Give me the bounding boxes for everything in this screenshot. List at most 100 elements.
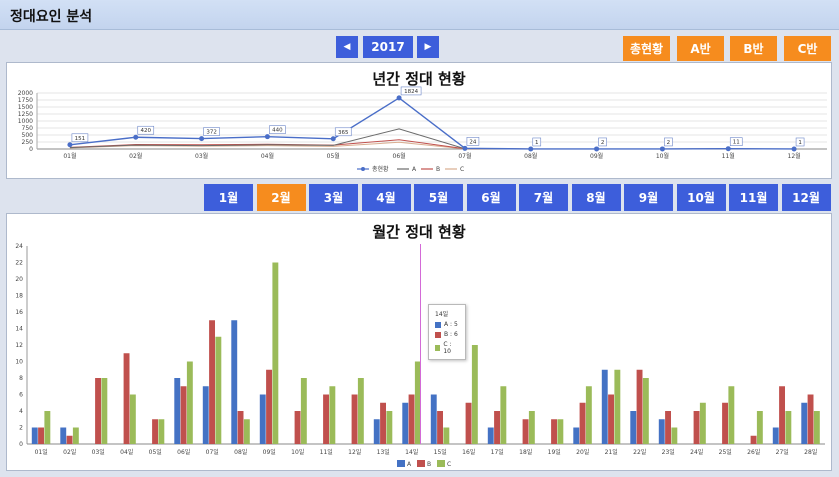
monthly-x-tick: 22일	[633, 448, 646, 456]
annual-chart-panel: 년간 정대 현황 0 250 500 750 1000 1250 1500 1750 2000 0…	[6, 62, 832, 179]
filter-button-all[interactable]: 총현황	[623, 36, 670, 61]
monthly-y-tick: 20	[15, 276, 23, 283]
monthly-bar-B	[95, 378, 101, 444]
monthly-x-tick: 25일	[719, 448, 732, 456]
next-year-button[interactable]: ▶	[417, 36, 439, 58]
annual-data-label-box	[269, 125, 286, 134]
bar-tooltip: 14일 A : 5 B : 6 C : 10	[428, 304, 466, 360]
month-tab-12[interactable]: 12월	[781, 184, 831, 211]
annual-data-label: 365	[338, 130, 349, 136]
month-tab-7[interactable]: 7월	[519, 184, 568, 211]
annual-data-label: 151	[75, 136, 86, 142]
monthly-x-tick: 15일	[434, 448, 447, 456]
month-tab-8[interactable]: 8월	[571, 184, 621, 211]
filter-button-a[interactable]: A반	[677, 36, 724, 61]
monthly-legend-label: B	[427, 461, 431, 468]
annual-data-label-box	[532, 137, 542, 147]
annual-point	[462, 145, 468, 151]
monthly-bar-B	[209, 320, 215, 444]
monthly-y-tick: 18	[15, 293, 23, 300]
monthly-bar-A	[430, 394, 437, 444]
monthly-bar-B	[408, 394, 415, 444]
title-bar: 정대요인 분석	[0, 0, 839, 30]
month-tab-4[interactable]: 4월	[361, 184, 411, 211]
annual-data-label: 24	[469, 139, 476, 145]
annual-data-label-box	[729, 137, 743, 146]
monthly-bar-B	[579, 402, 586, 444]
annual-y-tick: 1000	[18, 118, 33, 125]
filter-button-b[interactable]: B반	[730, 36, 777, 61]
month-tab-6[interactable]: 6월	[466, 184, 516, 211]
month-tab-11[interactable]: 11월	[729, 184, 778, 211]
monthly-bar-B	[123, 353, 130, 444]
annual-point	[133, 134, 139, 140]
month-tab-3[interactable]: 3월	[309, 184, 358, 211]
annual-chart-title: 년간 정대 현황	[372, 70, 466, 88]
month-tab-9[interactable]: 9월	[624, 184, 673, 211]
annual-point	[791, 146, 797, 152]
monthly-bar-C	[129, 394, 136, 444]
monthly-bar-C	[44, 411, 51, 444]
monthly-bar-A	[259, 394, 266, 444]
monthly-x-tick: 08일	[234, 448, 247, 456]
monthly-legend-swatch	[417, 460, 425, 467]
annual-x-tick: 10월	[656, 152, 669, 160]
monthly-bar-C	[500, 386, 507, 444]
annual-y-tick: 250	[22, 139, 34, 146]
annual-y-tick: 1750	[18, 97, 33, 104]
annual-point	[264, 134, 270, 140]
monthly-bar-C	[585, 386, 592, 444]
prev-year-button[interactable]: ◀	[336, 36, 358, 58]
monthly-bar-B	[437, 411, 443, 444]
monthly-y-tick: 24	[15, 243, 23, 250]
monthly-bar-B	[465, 402, 472, 444]
monthly-bar-A	[487, 427, 494, 444]
annual-data-label: 1	[535, 140, 539, 146]
month-tab-2[interactable]: 2월	[256, 184, 306, 211]
annual-point	[528, 146, 534, 152]
monthly-bar-B	[351, 394, 358, 444]
monthly-x-tick: 09일	[263, 448, 276, 456]
monthly-y-tick: 14	[15, 326, 23, 333]
monthly-bar-B	[693, 411, 700, 444]
monthly-bar-C	[72, 427, 79, 444]
monthly-x-tick: 04일	[120, 448, 133, 456]
month-tab-10[interactable]: 10월	[676, 184, 726, 211]
monthly-bar-C	[699, 402, 706, 444]
monthly-y-tick: 4	[19, 408, 23, 415]
monthly-x-tick: 03일	[92, 448, 105, 456]
monthly-x-tick: 28일	[804, 448, 817, 456]
monthly-bar-C	[158, 419, 165, 444]
annual-data-label: 1824	[404, 89, 418, 95]
tooltip-row-b: B : 6	[435, 331, 459, 338]
monthly-y-tick: 6	[19, 392, 23, 399]
annual-x-tick: 07월	[458, 152, 471, 160]
tooltip-row-a: A : 5	[435, 321, 459, 328]
annual-x-tick: 04월	[261, 152, 274, 160]
annual-data-label: 440	[272, 128, 283, 134]
monthly-bar-B	[494, 411, 500, 444]
monthly-x-tick: 27일	[776, 448, 789, 456]
month-tab-1[interactable]: 1월	[204, 184, 253, 211]
month-tab-5[interactable]: 5월	[414, 184, 463, 211]
monthly-bar-C	[215, 336, 222, 444]
annual-data-label-box	[598, 137, 607, 147]
monthly-bar-C	[414, 361, 421, 444]
filter-button-c[interactable]: C반	[784, 36, 831, 61]
monthly-bar-B	[665, 411, 671, 444]
annual-x-tick: 11월	[722, 152, 735, 160]
annual-y-tick: 2000	[18, 90, 33, 97]
monthly-bar-A	[31, 427, 38, 444]
annual-x-tick: 05월	[327, 152, 340, 160]
monthly-bar-A	[402, 402, 409, 444]
monthly-bar-C	[471, 345, 478, 444]
monthly-bar-C	[728, 386, 735, 444]
monthly-bar-B	[608, 394, 614, 444]
monthly-x-tick: 10일	[291, 448, 304, 456]
monthly-bar-A	[202, 386, 209, 444]
annual-y-tick: 1500	[18, 104, 33, 111]
monthly-bar-B	[180, 386, 187, 444]
annual-y-tick: 500	[22, 132, 34, 139]
monthly-y-tick: 2	[19, 425, 23, 432]
